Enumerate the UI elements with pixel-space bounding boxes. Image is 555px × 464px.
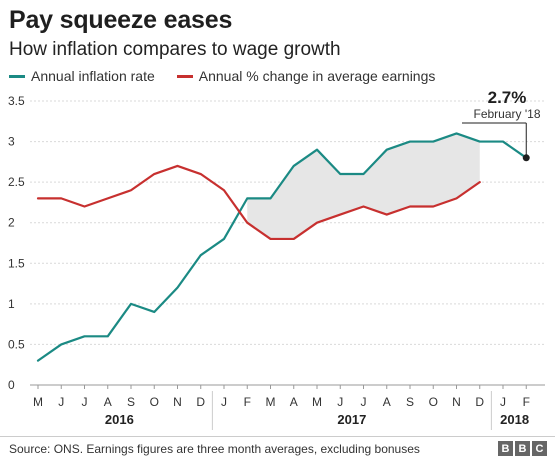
- x-tick-label: F: [523, 395, 530, 409]
- footer-divider: [0, 436, 555, 437]
- y-tick-label: 0: [8, 378, 15, 392]
- y-tick-label: 3: [8, 135, 15, 149]
- x-tick-label: N: [173, 395, 182, 409]
- x-tick-label: J: [221, 395, 227, 409]
- legend-label-inflation: Annual inflation rate: [31, 68, 155, 84]
- x-tick-label: A: [290, 395, 298, 409]
- x-tick-label: J: [58, 395, 64, 409]
- chart-title: Pay squeeze eases: [9, 6, 233, 34]
- x-tick-label: D: [196, 395, 205, 409]
- gap-area: [247, 133, 480, 239]
- bbc-logo-block: C: [532, 441, 547, 456]
- gap-shading: [247, 133, 480, 239]
- year-label: 2017: [337, 412, 366, 427]
- x-tick-label: M: [33, 395, 43, 409]
- x-tick-label: O: [429, 395, 438, 409]
- legend: Annual inflation rate Annual % change in…: [9, 66, 457, 86]
- annotation-value: 2.7%: [488, 88, 527, 107]
- legend-item-earnings: Annual % change in average earnings: [176, 68, 436, 84]
- y-tick-label: 2.5: [8, 175, 25, 189]
- x-tick-label: J: [361, 395, 367, 409]
- legend-swatch-earnings: [176, 74, 193, 78]
- bbc-logo: B B C: [496, 441, 547, 456]
- annotation: 2.7%February '18: [462, 88, 541, 162]
- x-tick-label: O: [150, 395, 159, 409]
- y-tick-label: 1.5: [8, 256, 25, 270]
- y-tick-label: 0.5: [8, 337, 25, 351]
- y-tick-label: 2: [8, 216, 15, 230]
- x-tick-label: J: [500, 395, 506, 409]
- legend-label-earnings: Annual % change in average earnings: [198, 68, 436, 84]
- bbc-logo-block: B: [515, 441, 530, 456]
- x-tick-label: A: [383, 395, 391, 409]
- year-label: 2018: [500, 412, 529, 427]
- series-line-earnings: [36, 164, 481, 241]
- x-tick-label: F: [244, 395, 251, 409]
- legend-item-inflation: Annual inflation rate: [9, 68, 155, 84]
- axis-labels: 00.511.522.533.5M J J A S O N D J F M A M J J A S O N D J F20…: [8, 94, 530, 430]
- legend-swatch-inflation: [9, 74, 25, 78]
- chart-subtitle: How inflation compares to wage growth: [9, 39, 341, 60]
- source-note: Source: ONS. Earnings figures are three …: [9, 442, 420, 456]
- series-lines: [36, 132, 528, 362]
- x-tick-label: S: [406, 395, 414, 409]
- series-line-inflation: [36, 132, 528, 362]
- y-tick-label: 1: [8, 297, 15, 311]
- chart-plot: 00.511.522.533.5M J J A S O N D J F M A M J J A S O N D J F20…: [8, 88, 545, 430]
- x-tick-label: A: [104, 395, 112, 409]
- x-tick-label: M: [312, 395, 322, 409]
- x-tick-label: D: [475, 395, 484, 409]
- x-tick-label: S: [127, 395, 135, 409]
- annotation-label: February '18: [474, 107, 541, 121]
- y-tick-label: 3.5: [8, 94, 25, 108]
- bbc-logo-block: B: [498, 441, 513, 456]
- x-tick-label: M: [266, 395, 276, 409]
- x-tick-label: J: [82, 395, 88, 409]
- x-tick-label: N: [452, 395, 461, 409]
- x-tick-label: J: [337, 395, 343, 409]
- year-label: 2016: [105, 412, 134, 427]
